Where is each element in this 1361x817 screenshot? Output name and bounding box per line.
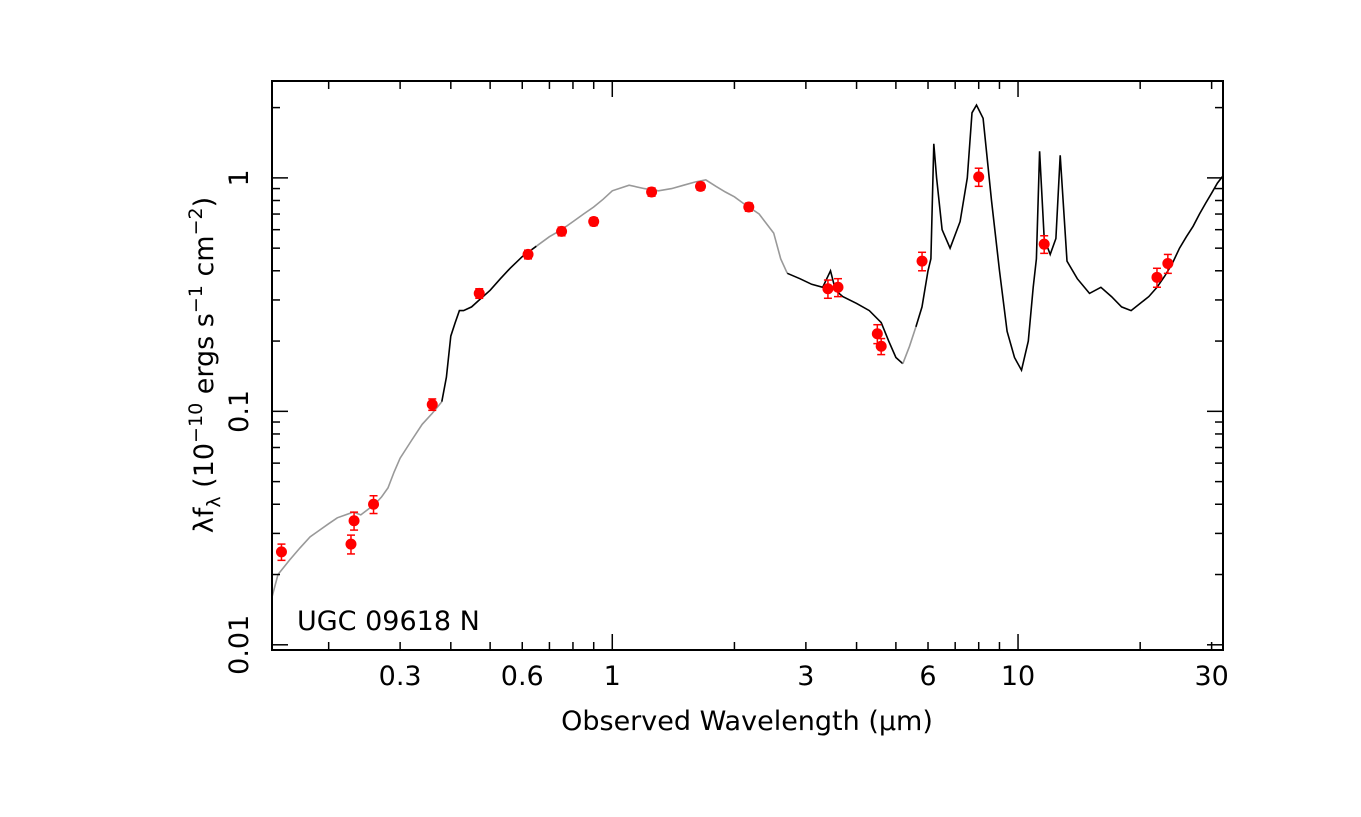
photometry-marker — [588, 216, 600, 228]
photometry-point — [646, 186, 658, 198]
y-axis-title-mid2: cm — [189, 235, 220, 285]
photometry-marker — [875, 340, 887, 352]
photometry-point — [916, 251, 928, 272]
plot-frame — [271, 80, 1224, 651]
photometry-marker — [973, 171, 985, 183]
photometry-marker — [1151, 271, 1163, 283]
photometry-marker — [348, 515, 360, 527]
photometry-point — [348, 511, 360, 531]
x-tick-label: 30 — [1194, 661, 1228, 692]
photometry-marker — [275, 546, 287, 558]
x-tick-labels: 0.3 0.6 1 3 6 10 30 — [379, 661, 1229, 692]
axis-ticks — [272, 81, 1223, 650]
x-tick-label: 0.3 — [379, 661, 422, 692]
photometry-point — [368, 494, 380, 515]
photometry-marker — [368, 498, 380, 510]
photometry-marker — [695, 180, 707, 192]
photometry-marker — [646, 186, 658, 198]
photometry-marker — [345, 538, 357, 550]
y-tick-label: 1 — [224, 169, 255, 186]
x-tick-label: 1 — [604, 661, 621, 692]
photometry-marker — [556, 225, 568, 237]
y-axis-title: λfλ (10−10 ergs s−1 cm−2) — [185, 197, 225, 533]
y-axis-title-exp2: −1 — [185, 285, 207, 313]
photometry-point — [875, 337, 887, 356]
y-axis-title-sub: λ — [203, 496, 225, 507]
photometry-point — [1151, 267, 1163, 289]
photometry-marker — [822, 283, 834, 295]
spectrum-segment-1 — [441, 245, 537, 402]
x-tick-label: 0.6 — [501, 661, 544, 692]
y-tick-label: 0.01 — [224, 615, 255, 675]
photometry-point — [743, 201, 755, 213]
photometry-marker — [1162, 257, 1174, 269]
x-tick-label: 6 — [919, 661, 936, 692]
x-tick-label: 10 — [1001, 661, 1035, 692]
y-axis-title-lambda: λf — [189, 506, 220, 533]
photometry-point — [973, 167, 985, 188]
spectrum-segment-3 — [786, 268, 904, 365]
photometry-point — [345, 534, 357, 555]
photometry-marker — [832, 281, 844, 293]
photometry-point — [556, 225, 568, 237]
model-segment-0 — [271, 401, 443, 598]
photometry-point — [522, 248, 534, 260]
y-tick-label: 0.1 — [224, 390, 255, 433]
photometry-point — [695, 180, 707, 192]
photometry-marker — [916, 255, 928, 267]
model-segment-4 — [902, 326, 917, 364]
photometry-layer — [275, 167, 1174, 562]
photometry-marker — [426, 398, 438, 410]
y-axis-title-open: (10 — [189, 443, 220, 496]
x-tick-label: 3 — [797, 661, 814, 692]
y-axis-title-exp1: −10 — [185, 403, 207, 443]
photometry-point — [473, 287, 485, 300]
photometry-point — [275, 543, 287, 562]
photometry-point — [832, 277, 844, 298]
photometry-point — [1162, 253, 1174, 275]
photometry-marker — [871, 328, 883, 340]
photometry-point — [822, 279, 834, 300]
photometry-marker — [473, 287, 485, 299]
photometry-marker — [1038, 238, 1050, 250]
photometry-marker — [522, 248, 534, 260]
photometry-marker — [743, 201, 755, 213]
photometry-point — [426, 398, 438, 412]
y-axis-title-mid: ergs s — [189, 313, 220, 403]
y-axis-title-close: ) — [189, 197, 220, 208]
y-tick-labels: 0.01 0.1 1 — [224, 169, 255, 675]
photometry-point — [588, 216, 600, 228]
y-axis-title-exp3: −2 — [185, 207, 207, 235]
photometry-point — [1038, 235, 1050, 255]
object-name-label: UGC 09618 N — [297, 606, 480, 637]
x-axis-title: Observed Wavelength (μm) — [561, 706, 933, 737]
